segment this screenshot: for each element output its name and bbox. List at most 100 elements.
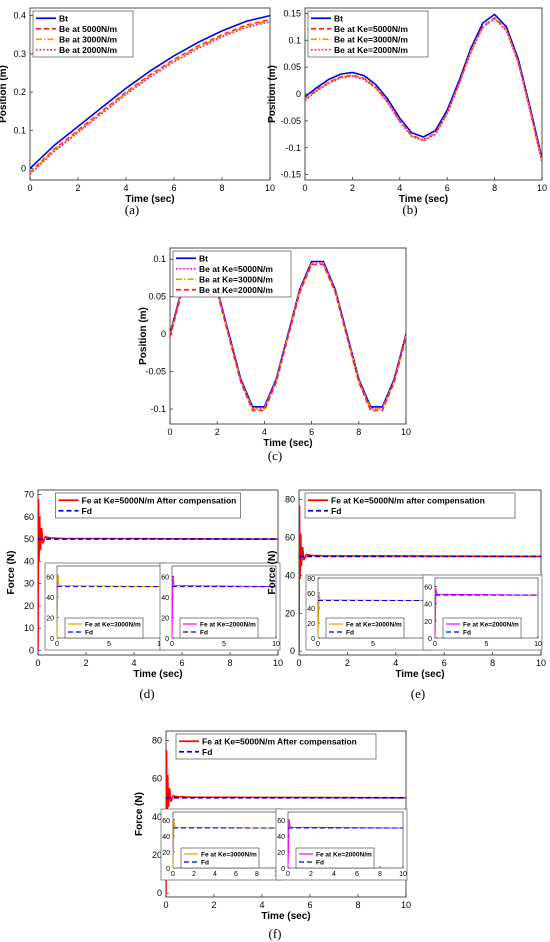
chart-a-legend-entry: Be at 5000N/m bbox=[59, 24, 118, 34]
chart-c-xtick-label: 8 bbox=[356, 427, 361, 437]
chart-e-inset-1: 0510020406080Fe at Ke=3000N/mFd bbox=[305, 574, 433, 651]
chart-b-series-group bbox=[305, 13, 542, 163]
chart-f-ytick-label: 60 bbox=[152, 774, 162, 784]
chart-f-legend bbox=[175, 733, 377, 760]
chart-c-xtick-label: 4 bbox=[262, 427, 267, 437]
chart-a-legend-entry: Be at 3000N/m bbox=[59, 34, 118, 44]
chart-e: 0 2 4 6 8 10 0 20 40 60 80 Fe at Ke=5000N/m after c… bbox=[267, 489, 546, 701]
chart-d-ytick-label: 50 bbox=[24, 534, 34, 544]
chart-d-inset-ytick-label: 40 bbox=[46, 595, 54, 602]
chart-b-series-line bbox=[305, 17, 542, 163]
chart-e-inset-ytick-label: 20 bbox=[424, 619, 432, 626]
chart-c-caption: (c) bbox=[268, 448, 282, 463]
chart-e-xtick-label: 2 bbox=[345, 658, 350, 668]
chart-c-ytick-label: 0 bbox=[161, 329, 166, 339]
chart-b-legend-entry: Be at Ke=3000N/m bbox=[334, 34, 408, 44]
chart-b-ytick-label: -0.15 bbox=[280, 170, 301, 180]
chart-f-inset-xtick-label: 0 bbox=[286, 871, 290, 878]
chart-a-caption: (a) bbox=[125, 202, 139, 217]
chart-f-xlabel: Time (sec) bbox=[261, 911, 310, 922]
chart-e-inset-legend bbox=[325, 617, 405, 639]
chart-e-inset-legend-entry: Fe at Ke=2000N/m bbox=[463, 621, 519, 628]
chart-a-ytick-label: 0.3 bbox=[13, 49, 26, 59]
chart-d-legend-entry: Fe at Ke=5000N/m After compensation bbox=[82, 495, 237, 505]
chart-b-ytick-label: 0.1 bbox=[288, 35, 301, 45]
chart-d-ytick-label: 20 bbox=[24, 601, 34, 611]
chart-d-xtick-label: 8 bbox=[227, 658, 232, 668]
chart-c-xtick-label: 2 bbox=[215, 427, 220, 437]
chart-f-inset-ytick-label: 40 bbox=[277, 834, 285, 841]
chart-a-xtick-label: 10 bbox=[265, 183, 275, 193]
chart-d-legend-entry: Fd bbox=[82, 506, 92, 516]
chart-f-inset-ytick-label: 0 bbox=[281, 866, 285, 873]
chart-e-xtick-label: 8 bbox=[490, 658, 495, 668]
chart-b-ylabel: Position (m) bbox=[267, 65, 278, 123]
chart-e-xlabel: Time (sec) bbox=[395, 669, 444, 680]
chart-e-inset-xtick-label: 5 bbox=[485, 641, 489, 648]
chart-e-inset-legend-entry: Fe at Ke=3000N/m bbox=[346, 621, 402, 628]
chart-d-inset-xtick-label: 0 bbox=[55, 641, 59, 648]
chart-a-xlabel: Time (sec) bbox=[125, 194, 174, 205]
chart-d-ytick-label: 10 bbox=[24, 623, 34, 633]
chart-c-ytick-label: -0.1 bbox=[150, 404, 166, 414]
chart-f-inset-xtick-label: 8 bbox=[378, 871, 382, 878]
chart-d-inset-xtick-label: 5 bbox=[222, 641, 226, 648]
chart-b-ytick-label: 0.05 bbox=[283, 62, 301, 72]
chart-e-legend-entry: Fe at Ke=5000N/m after compensation bbox=[331, 495, 485, 505]
chart-b-xtick-label: 10 bbox=[537, 183, 547, 193]
chart-b-xtick-label: 8 bbox=[492, 183, 497, 193]
chart-f-legend-entry: Fe at Ke=5000N/m After compensation bbox=[202, 736, 357, 746]
chart-d-caption: (d) bbox=[139, 686, 154, 701]
chart-f-inset-xtick-label: 4 bbox=[332, 871, 336, 878]
chart-e-ytick-label: 20 bbox=[285, 608, 295, 618]
chart-a-legend-entry: Bt bbox=[59, 13, 68, 23]
chart-e-inset-legend-entry: Fd bbox=[346, 629, 354, 636]
chart-f-inset-xtick-label: 4 bbox=[213, 871, 217, 878]
chart-e-inset-legend bbox=[442, 617, 522, 639]
chart-b-series-line bbox=[305, 17, 542, 162]
chart-e-xtick-label: 4 bbox=[393, 658, 398, 668]
chart-d-ytick-label: 0 bbox=[29, 646, 34, 656]
chart-d-inset-series-line bbox=[171, 576, 277, 639]
chart-d-inset-ytick-label: 40 bbox=[161, 595, 169, 602]
chart-f-inset-xtick-label: 10 bbox=[399, 871, 407, 878]
chart-e-ytick-label: 0 bbox=[290, 646, 295, 656]
chart-f-xtick-label: 8 bbox=[355, 900, 360, 910]
chart-a-series-line bbox=[30, 14, 270, 170]
chart-a-series-line bbox=[30, 18, 270, 173]
chart-d-inset-legend-entry: Fd bbox=[85, 629, 93, 636]
chart-a-ytick-label: 0.1 bbox=[13, 125, 26, 135]
chart-e-inset-legend-entry: Fd bbox=[463, 629, 471, 636]
chart-b-ytick-label: -0.1 bbox=[285, 143, 301, 153]
chart-b-xtick-label: 6 bbox=[445, 183, 450, 193]
chart-c-xtick-label: 6 bbox=[309, 427, 314, 437]
chart-e-ytick-label: 80 bbox=[285, 494, 295, 504]
chart-a-ylabel: Position (m) bbox=[0, 65, 9, 123]
chart-f-ytick-label: 20 bbox=[152, 850, 162, 860]
chart-d-legend bbox=[55, 492, 241, 519]
chart-a-series-line bbox=[30, 19, 270, 174]
chart-d-inset-series-line bbox=[56, 574, 162, 639]
chart-d-series-group bbox=[38, 498, 278, 651]
chart-e-series-line bbox=[299, 505, 541, 652]
chart-d-inset-xtick-label: 0 bbox=[170, 641, 174, 648]
chart-c-xtick-label: 10 bbox=[401, 427, 411, 437]
chart-d-inset-2: 0 5 10 0 20 40 60 Fe at Ke=2000N/mFd bbox=[159, 562, 281, 651]
chart-e-legend bbox=[304, 492, 516, 519]
chart-a-ytick-label: 0 bbox=[21, 164, 26, 174]
chart-f-ytick-label: 80 bbox=[152, 736, 162, 746]
chart-b-legend-entry: Be at Ke=5000N/m bbox=[334, 24, 408, 34]
chart-e-inset-ytick-label: 40 bbox=[307, 606, 315, 613]
chart-e-caption: (e) bbox=[411, 686, 425, 701]
chart-d-ytick-label: 60 bbox=[24, 512, 34, 522]
chart-d-inset-xtick-label: 10 bbox=[272, 641, 280, 648]
chart-a-xtick-label: 6 bbox=[171, 183, 176, 193]
chart-f-inset-ytick-label: 40 bbox=[162, 834, 170, 841]
chart-a-xtick-label: 0 bbox=[27, 183, 32, 193]
chart-b-ytick-label: -0.05 bbox=[280, 116, 301, 126]
chart-a-series-line bbox=[30, 21, 270, 175]
chart-d-inset-xtick-label: 5 bbox=[107, 641, 111, 648]
